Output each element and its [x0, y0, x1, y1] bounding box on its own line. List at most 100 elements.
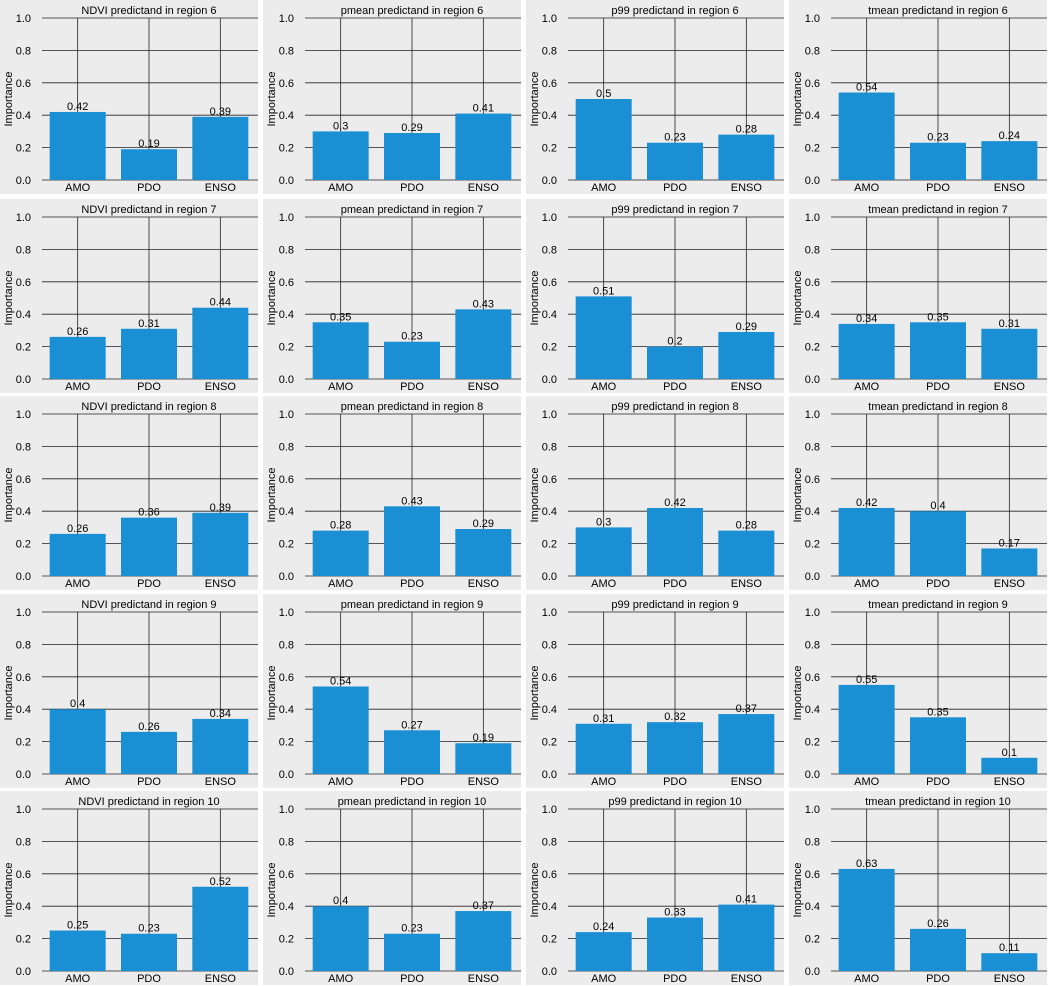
x-tick-label: AMO — [591, 578, 617, 590]
value-label: 0.29 — [401, 122, 422, 134]
bar-enso — [981, 757, 1038, 774]
x-tick-label: AMO — [591, 973, 617, 985]
y-tick-label: 0.2 — [16, 143, 31, 155]
value-label: 0.31 — [593, 713, 614, 725]
value-label: 0.3 — [333, 120, 348, 132]
x-tick-label: AMO — [65, 182, 91, 194]
y-tick-label: 1.0 — [279, 409, 294, 421]
x-tick-label: PDO — [400, 776, 424, 788]
bar-chart: 0.3 0.29 0.41 0.0 0.2 0.4 0.6 0.8 1.0 AMO PDO ENSO p… — [266, 5, 521, 194]
y-tick-label: 1.0 — [805, 409, 820, 421]
value-label: 0.23 — [401, 923, 422, 935]
y-tick-label: 0.8 — [805, 244, 820, 256]
y-tick-label: 0.8 — [279, 441, 294, 453]
y-tick-label: 0.2 — [542, 539, 557, 551]
y-tick-label: 0.4 — [279, 704, 294, 716]
value-label: 0.24 — [999, 130, 1020, 142]
chart-title: pmean predictand in region 10 — [338, 796, 487, 808]
y-tick-label: 0.8 — [542, 441, 557, 453]
y-tick-label: 1.0 — [279, 212, 294, 224]
y-axis-label: Importance — [792, 71, 804, 126]
value-label: 0.36 — [138, 507, 159, 519]
y-tick-label: 0.4 — [542, 901, 557, 913]
bar-chart: 0.63 0.26 0.11 0.0 0.2 0.4 0.6 0.8 1.0 AMO PDO ENSO… — [792, 796, 1047, 985]
y-tick-label: 0.0 — [16, 571, 31, 583]
y-tick-label: 0.8 — [16, 244, 31, 256]
chart-panel: 0.54 0.27 0.19 0.0 0.2 0.4 0.6 0.8 1.0 AMO PDO ENSO… — [263, 594, 521, 788]
bar-chart: 0.42 0.4 0.17 0.0 0.2 0.4 0.6 0.8 1.0 AMO PDO ENSO t… — [792, 401, 1047, 590]
chart-title: tmean predictand in region 9 — [868, 599, 1007, 611]
bar-enso — [981, 548, 1038, 576]
y-tick-label: 1.0 — [279, 13, 294, 25]
y-tick-label: 0.6 — [16, 474, 31, 486]
y-tick-label: 0.4 — [16, 704, 31, 716]
y-tick-label: 1.0 — [279, 607, 294, 619]
x-tick-label: AMO — [328, 776, 354, 788]
y-axis-label: Importance — [266, 71, 278, 126]
value-label: 0.41 — [736, 894, 757, 906]
bar-enso — [455, 529, 512, 576]
bar-enso — [981, 328, 1038, 379]
chart-panel: 0.42 0.19 0.39 0.0 0.2 0.4 0.6 0.8 1.0 AMO PDO ENSO… — [0, 0, 258, 194]
y-tick-label: 0.4 — [805, 901, 820, 913]
y-tick-label: 0.0 — [542, 571, 557, 583]
y-tick-label: 0.8 — [542, 836, 557, 848]
x-tick-label: AMO — [854, 578, 880, 590]
y-tick-label: 1.0 — [542, 607, 557, 619]
y-axis-label: Importance — [3, 665, 15, 720]
y-tick-label: 0.2 — [542, 143, 557, 155]
value-label: 0.43 — [401, 495, 422, 507]
value-label: 0.54 — [330, 676, 351, 688]
value-label: 0.26 — [927, 918, 948, 930]
bar-amo — [312, 530, 369, 576]
y-tick-label: 0.4 — [805, 110, 820, 122]
bar-pdo — [384, 133, 440, 180]
y-tick-label: 0.0 — [16, 966, 31, 978]
bar-pdo — [647, 722, 703, 774]
x-tick-label: PDO — [663, 776, 687, 788]
chart-title: p99 predictand in region 8 — [611, 401, 738, 413]
x-tick-label: AMO — [854, 381, 880, 393]
x-tick-label: ENSO — [468, 381, 500, 393]
x-tick-label: ENSO — [468, 182, 500, 194]
chart-title: NDVI predictand in region 8 — [81, 401, 216, 413]
bar-chart: 0.34 0.35 0.31 0.0 0.2 0.4 0.6 0.8 1.0 AMO PDO ENSO… — [792, 204, 1047, 393]
bar-enso — [981, 953, 1038, 971]
x-tick-label: AMO — [854, 973, 880, 985]
value-label: 0.55 — [856, 674, 877, 686]
value-label: 0.23 — [927, 132, 948, 144]
y-tick-label: 0.6 — [805, 672, 820, 684]
y-tick-label: 0.6 — [542, 869, 557, 881]
x-tick-label: ENSO — [468, 973, 500, 985]
x-tick-label: AMO — [328, 182, 354, 194]
x-tick-label: ENSO — [994, 182, 1026, 194]
bar-chart: 0.54 0.27 0.19 0.0 0.2 0.4 0.6 0.8 1.0 AMO PDO ENSO… — [266, 599, 521, 788]
value-label: 0.32 — [664, 711, 685, 723]
y-tick-label: 0.6 — [542, 672, 557, 684]
value-label: 0.52 — [210, 876, 231, 888]
bar-pdo — [384, 506, 440, 576]
y-tick-label: 0.8 — [16, 441, 31, 453]
y-tick-label: 0.8 — [805, 441, 820, 453]
x-tick-label: PDO — [926, 182, 950, 194]
value-label: 0.24 — [593, 921, 614, 933]
chart-title: pmean predictand in region 9 — [341, 599, 483, 611]
value-label: 0.3 — [596, 516, 611, 528]
bar-amo — [312, 322, 369, 379]
chart-panel: 0.3 0.29 0.41 0.0 0.2 0.4 0.6 0.8 1.0 AMO PDO ENSO p… — [263, 0, 521, 194]
bar-pdo — [384, 341, 440, 379]
x-tick-label: ENSO — [205, 381, 237, 393]
value-label: 0.26 — [138, 721, 159, 733]
bar-pdo — [384, 933, 440, 971]
x-tick-label: PDO — [137, 776, 161, 788]
y-tick-label: 0.6 — [279, 78, 294, 90]
y-tick-label: 0.4 — [805, 704, 820, 716]
y-tick-label: 0.6 — [805, 277, 820, 289]
x-tick-label: AMO — [854, 776, 880, 788]
value-label: 0.29 — [736, 321, 757, 333]
y-tick-label: 0.6 — [16, 869, 31, 881]
bar-chart: 0.25 0.23 0.52 0.0 0.2 0.4 0.6 0.8 1.0 AMO PDO ENSO… — [3, 796, 258, 985]
value-label: 0.29 — [473, 518, 494, 530]
y-tick-label: 0.4 — [16, 309, 31, 321]
